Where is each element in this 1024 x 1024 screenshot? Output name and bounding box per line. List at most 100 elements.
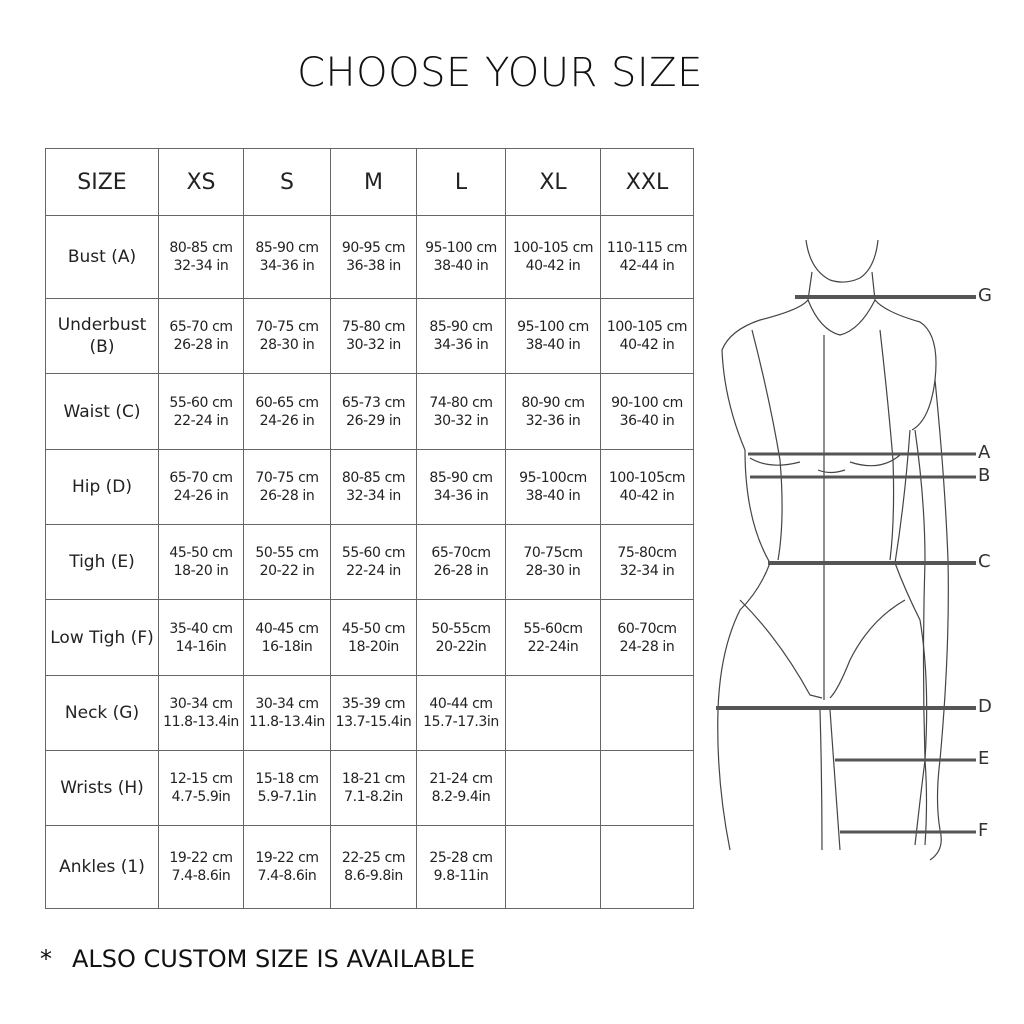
table-row: Underbust (B) 65-70 cm 26-28 in 70-75 cm 28-… [45, 298, 694, 374]
size-cell: 55-60cm 22-24in [505, 599, 601, 676]
cm-value: 30-34 cm [255, 696, 319, 712]
cm-value: 65-70 cm [169, 470, 233, 486]
size-cell: 95-100 cm 38-40 in [416, 215, 506, 299]
custom-size-note: * ALSO CUSTOM SIZE IS AVAILABLE [40, 945, 475, 973]
in-value: 22-24in [527, 638, 579, 655]
in-value: 36-40 in [619, 412, 675, 429]
table-row: Bust (A) 80-85 cm 32-34 in 85-90 cm 34-36 in… [45, 215, 694, 299]
size-cell [505, 675, 601, 751]
cm-value: 12-15 cm [169, 771, 233, 787]
cm-value: 65-70cm [431, 545, 491, 561]
row-label: Wrists (H) [45, 750, 159, 826]
in-value: 42-44 in [619, 258, 675, 274]
measure-label: C [978, 551, 991, 572]
in-value: 38-40 in [525, 488, 581, 504]
size-cell: 65-70 cm 24-26 in [158, 449, 244, 525]
size-cell: 40-45 cm 16-18in [243, 599, 331, 676]
in-value: 5.9-7.1in [257, 789, 317, 805]
size-cell: 75-80 cm 30-32 in [330, 298, 417, 374]
measure-label: B [978, 465, 991, 486]
cm-value: 45-50 cm [341, 620, 406, 637]
in-value: 22-24 in [346, 563, 401, 579]
cm-value: 75-80 cm [341, 319, 406, 335]
in-value: 36-38 in [346, 258, 401, 274]
row-label: Tigh (E) [45, 524, 159, 600]
size-cell: 95-100cm 38-40 in [505, 449, 601, 525]
size-cell: 21-24 cm 8.2-9.4in [416, 750, 506, 826]
cm-value: 15-18 cm [255, 771, 319, 787]
size-cell: 30-34 cm 11.8-13.4in [243, 675, 331, 751]
cm-value: 40-45 cm [255, 620, 319, 637]
table-row: Wrists (H) 12-15 cm 4.7-5.9in 15-18 cm 5.9-7… [45, 750, 694, 826]
page-title: CHOOSE YOUR SIZE [297, 50, 703, 96]
size-cell: 100-105 cm 40-42 in [505, 215, 601, 299]
cm-value: 25-28 cm [429, 850, 493, 866]
cm-value: 35-40 cm [169, 620, 233, 637]
size-cell: 100-105 cm 40-42 in [600, 298, 694, 374]
size-cell: 19-22 cm 7.4-8.6in [158, 825, 244, 909]
measure-label: E [978, 748, 990, 769]
in-value: 40-42 in [619, 488, 675, 504]
body-measurement-figure [716, 239, 976, 861]
cm-value: 55-60 cm [169, 394, 233, 411]
size-cell: 100-105cm 40-42 in [600, 449, 694, 525]
size-cell: 35-40 cm 14-16in [158, 599, 244, 676]
in-value: 7.4-8.6in [257, 868, 317, 884]
header-size: SIZE [45, 148, 159, 216]
cm-value: 85-90 cm [255, 240, 319, 256]
size-cell: 65-70 cm 26-28 in [158, 298, 244, 374]
size-cell: 60-70cm 24-28 in [600, 599, 694, 676]
cm-value: 110-115 cm [606, 240, 688, 256]
row-label: Low Tigh (F) [45, 599, 159, 676]
row-label: Ankles (1) [45, 825, 159, 909]
cm-value: 65-70 cm [169, 319, 233, 335]
size-cell: 12-15 cm 4.7-5.9in [158, 750, 244, 826]
in-value: 34-36 in [433, 488, 489, 504]
table-row: Low Tigh (F) 35-40 cm 14-16in 40-45 cm 16-18… [45, 599, 694, 676]
in-value: 34-36 in [433, 337, 489, 353]
cm-value: 19-22 cm [169, 850, 233, 866]
header-row: SIZE XS S M L XL XXL [45, 148, 694, 216]
size-cell: 22-25 cm 8.6-9.8in [330, 825, 417, 909]
in-value: 22-24 in [173, 412, 229, 429]
in-value: 32-34 in [346, 488, 401, 504]
table-row: Neck (G) 30-34 cm 11.8-13.4in 30-34 cm 11.8-… [45, 675, 694, 751]
size-cell: 90-100 cm 36-40 in [600, 373, 694, 450]
cm-value: 100-105 cm [606, 319, 688, 335]
in-value: 7.1-8.2in [344, 789, 403, 805]
cm-value: 90-95 cm [341, 240, 406, 256]
table-row: Hip (D) 65-70 cm 24-26 in 70-75 cm 26-28 in 8… [45, 449, 694, 525]
in-value: 11.8-13.4in [163, 714, 239, 730]
in-value: 28-30 in [525, 563, 581, 579]
cm-value: 65-73 cm [341, 394, 406, 411]
cm-value: 50-55 cm [255, 545, 319, 561]
in-value: 30-32 in [346, 337, 401, 353]
in-value: 34-36 in [259, 258, 315, 274]
size-cell: 15-18 cm 5.9-7.1in [243, 750, 331, 826]
note-asterisk: * [40, 945, 52, 973]
size-cell: 50-55 cm 20-22 in [243, 524, 331, 600]
in-value: 24-26 in [259, 412, 315, 429]
measure-label: D [978, 696, 992, 717]
cm-value: 85-90 cm [429, 319, 493, 335]
cm-value: 70-75 cm [255, 319, 319, 335]
table-row: Waist (C) 55-60 cm 22-24 in 60-65 cm 24-26 i… [45, 373, 694, 450]
cm-value: 21-24 cm [429, 771, 493, 787]
cm-value: 60-70cm [617, 620, 677, 637]
cm-value: 85-90 cm [429, 470, 493, 486]
measure-label: A [978, 442, 991, 463]
cm-value: 70-75 cm [255, 470, 319, 486]
in-value: 24-26 in [173, 488, 229, 504]
size-cell: 80-85 cm 32-34 in [330, 449, 417, 525]
cm-value: 30-34 cm [169, 696, 233, 712]
row-label: Hip (D) [45, 449, 159, 525]
in-value: 26-29 in [346, 412, 401, 429]
cm-value: 95-100 cm [425, 240, 497, 256]
size-cell: 65-70cm 26-28 in [416, 524, 506, 600]
in-value: 26-28 in [173, 337, 229, 353]
header-l: L [416, 148, 506, 216]
in-value: 9.8-11in [433, 868, 489, 884]
cm-value: 74-80 cm [429, 394, 493, 411]
size-cell: 65-73 cm 26-29 in [330, 373, 417, 450]
in-value: 11.8-13.4in [249, 714, 325, 730]
